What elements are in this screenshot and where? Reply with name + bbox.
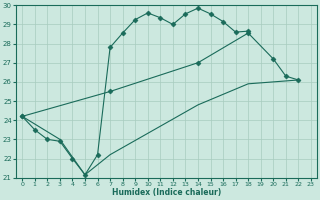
X-axis label: Humidex (Indice chaleur): Humidex (Indice chaleur) <box>112 188 221 197</box>
